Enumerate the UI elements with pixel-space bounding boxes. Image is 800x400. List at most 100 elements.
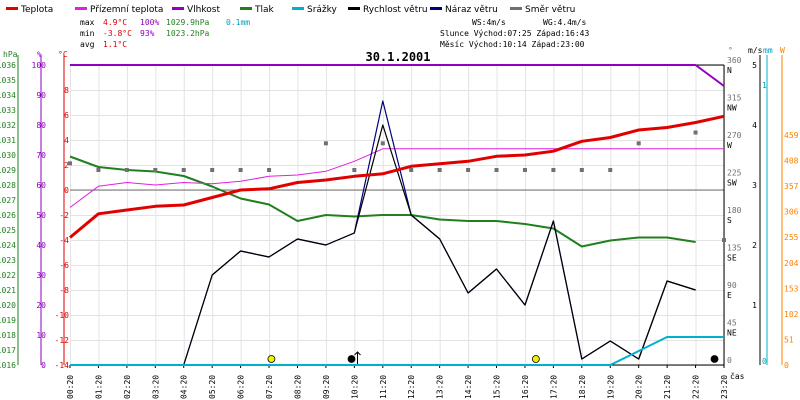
- stat-value: 1023.2hPa: [166, 29, 210, 38]
- hpa-axis-unit: hPa: [3, 50, 18, 59]
- x-tick-label: 07:20: [265, 375, 274, 399]
- temp-tick: -14: [55, 361, 70, 370]
- x-tick-label: 04:20: [180, 375, 189, 399]
- ms-tick: 2: [752, 241, 757, 250]
- series-point-7: [466, 168, 471, 172]
- hpa-tick: 1018: [0, 331, 16, 340]
- temp-tick: 0: [64, 186, 69, 195]
- mm-axis-unit: mm: [763, 46, 773, 55]
- time-axis-unit: čas: [730, 371, 745, 381]
- series-point-7: [494, 168, 499, 172]
- temp-axis-unit: °C: [58, 50, 68, 59]
- series-point-7: [181, 168, 186, 172]
- series-line-0: [69, 114, 725, 239]
- x-tick-label: 23:20: [720, 375, 729, 399]
- stat-value: min: [80, 29, 95, 38]
- x-tick-label: 08:20: [293, 375, 302, 399]
- legend-swatch: [430, 7, 442, 10]
- mm-tick: 0: [762, 357, 767, 366]
- dir-tick-name: S: [727, 216, 732, 225]
- stat-value: 93%: [140, 29, 155, 38]
- hpa-tick: 1023: [0, 256, 16, 265]
- w-tick: 306: [784, 208, 799, 217]
- pct-tick: 50: [36, 211, 46, 220]
- temp-tick: -4: [59, 236, 69, 245]
- stat-value: 100%: [140, 18, 159, 27]
- dir-tick-deg: 90: [727, 281, 737, 290]
- x-tick-label: 18:20: [578, 375, 587, 399]
- series-layer: [68, 64, 726, 366]
- legend-swatch: [348, 7, 360, 10]
- pct-tick: 90: [36, 91, 46, 100]
- temp-tick: -2: [59, 211, 69, 220]
- stat-value: -3.8°C: [103, 29, 132, 38]
- series-point-7: [96, 168, 101, 172]
- series-point-7: [352, 168, 357, 172]
- x-tick-label: 09:20: [322, 375, 331, 399]
- hpa-tick: 1022: [0, 271, 16, 280]
- stat-value: 0.1mm: [226, 18, 250, 27]
- series-point-7: [409, 168, 414, 172]
- x-tick-label: 03:20: [151, 375, 160, 399]
- dir-tick-deg: 45: [727, 319, 737, 328]
- series-point-7: [210, 168, 215, 172]
- x-tick-label: 13:20: [436, 375, 445, 399]
- stat-value: Slunce Východ:07:25 Západ:16:43: [440, 29, 589, 38]
- stat-value: max: [80, 18, 95, 27]
- hpa-tick: 1016: [0, 361, 16, 370]
- series-line-3: [69, 155, 696, 248]
- dir-tick-deg: 360: [727, 56, 742, 65]
- moonset-marker: [710, 355, 719, 363]
- w-axis-unit: W: [780, 46, 785, 55]
- hpa-tick: 1024: [0, 241, 16, 250]
- ms-tick: 3: [752, 181, 757, 190]
- dir-tick-name: SE: [727, 254, 737, 263]
- events-layer: [267, 351, 719, 364]
- series-line-1: [69, 148, 724, 208]
- legend-label: Náraz větru: [445, 5, 498, 15]
- ms-tick: 4: [752, 121, 757, 130]
- stat-value: WG:4.4m/s: [543, 18, 587, 27]
- dir-tick-deg: 270: [727, 131, 742, 140]
- hpa-tick: 1033: [0, 106, 16, 115]
- dir-tick-name: N: [727, 66, 732, 75]
- series-point-7: [124, 168, 129, 172]
- x-tick-label: 11:20: [379, 375, 388, 399]
- stat-value: Měsíc Východ:10:14 Západ:23:00: [440, 40, 585, 49]
- pct-tick: 80: [36, 121, 46, 130]
- dir-tick-deg: 315: [727, 94, 742, 103]
- legend-swatch: [172, 7, 184, 10]
- hpa-tick: 1034: [0, 91, 16, 100]
- sunset-marker: [531, 355, 540, 363]
- series-point-7: [437, 168, 442, 172]
- series-line-2: [70, 64, 725, 87]
- ms-tick: 5: [752, 61, 757, 70]
- x-tick-label: 21:20: [663, 375, 672, 399]
- stat-value: 1.1°C: [103, 40, 127, 49]
- legend-swatch: [292, 7, 304, 10]
- w-tick: 153: [784, 284, 799, 293]
- x-tick-label: 14:20: [464, 375, 473, 399]
- series-point-7: [522, 168, 527, 172]
- moonrise-arrow-icon: [354, 351, 361, 364]
- dir-tick-name: NE: [727, 329, 737, 338]
- x-tick-label: 15:20: [493, 375, 502, 399]
- series-point-7: [68, 161, 72, 166]
- temp-tick: -10: [55, 311, 70, 320]
- w-tick: 255: [784, 233, 799, 242]
- dir-tick-name: SW: [727, 179, 737, 188]
- pct-tick: 10: [36, 331, 46, 340]
- x-tick-label: 06:20: [237, 375, 246, 399]
- hpa-tick: 1029: [0, 166, 16, 175]
- temp-tick: -12: [55, 336, 70, 345]
- series-point-7: [153, 168, 158, 172]
- legend-swatch: [6, 7, 18, 10]
- hpa-tick: 1026: [0, 211, 16, 220]
- x-tick-label: 02:20: [123, 375, 132, 399]
- temp-tick: 6: [64, 111, 69, 120]
- stats-panel: max 4.9°C 100% 1029.9hPa 0.1mm min -3.8°C 93% 10…: [80, 18, 589, 49]
- x-tick-label: 19:20: [606, 375, 615, 399]
- series-point-7: [636, 141, 641, 146]
- hpa-tick: 1019: [0, 316, 16, 325]
